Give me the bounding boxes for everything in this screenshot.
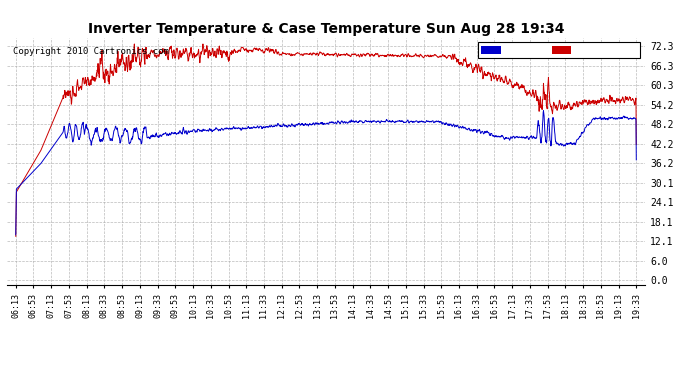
- Legend: Case  (°C), Inverter  (°C): Case (°C), Inverter (°C): [478, 42, 640, 58]
- Text: Copyright 2010 Cartronics.com: Copyright 2010 Cartronics.com: [13, 47, 169, 56]
- Title: Inverter Temperature & Case Temperature Sun Aug 28 19:34: Inverter Temperature & Case Temperature …: [88, 22, 564, 36]
